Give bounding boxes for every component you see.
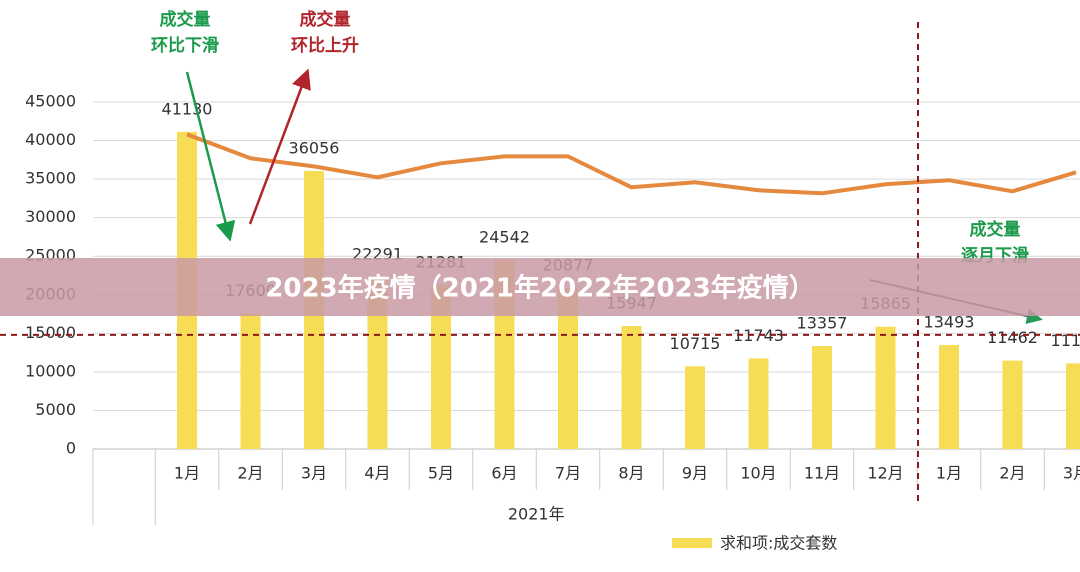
annotation: 环比下滑	[151, 35, 219, 56]
bar	[1066, 363, 1080, 449]
bar	[812, 346, 832, 449]
bar	[240, 313, 261, 449]
line	[186, 132, 1077, 196]
y-tick-label: 5000	[35, 400, 76, 419]
data-label: 41130	[162, 99, 213, 118]
y-tick-label: 45000	[25, 92, 76, 111]
arrow	[248, 68, 311, 225]
data-label: 10715	[670, 334, 721, 353]
x-tick-label: 7月	[555, 464, 581, 483]
arrow	[185, 71, 236, 242]
annotation: 成交量	[300, 9, 351, 30]
annotation: 环比上升	[291, 35, 359, 56]
x-tick-label: 3月	[301, 464, 327, 483]
x-tick-label: 12月	[867, 464, 903, 483]
y-tick-label: 40000	[25, 130, 76, 149]
bar	[875, 326, 896, 449]
y-tick-label: 0	[66, 439, 76, 458]
x-tick-label: 5月	[428, 464, 454, 483]
x-tick-label: 2月	[237, 464, 263, 483]
bar	[367, 277, 388, 449]
annotation: 成交量	[160, 9, 211, 30]
bar	[748, 358, 769, 449]
x-tick-label: 6月	[491, 464, 517, 483]
x-tick-label: 1月	[936, 464, 962, 483]
data-label: 11743	[733, 326, 784, 345]
legend-label: 求和项:成交套数	[720, 534, 837, 553]
x-tick-label: 2月	[999, 464, 1025, 483]
banner	[0, 258, 1080, 316]
x-tick-label: 8月	[618, 464, 644, 483]
data-label: 13357	[797, 314, 848, 333]
banner-title: 2023年疫情（2021年2022年2023年疫情）	[265, 273, 814, 304]
x-tick-label: 1月	[174, 464, 200, 483]
x-tick-label: 9月	[682, 464, 708, 483]
bar	[939, 344, 959, 449]
legend-swatch	[672, 538, 712, 548]
bar	[1002, 360, 1023, 449]
group-label: 2021年	[508, 505, 565, 524]
y-tick-label: 10000	[25, 361, 76, 380]
y-tick-label: 35000	[25, 169, 76, 188]
data-label: 11100	[1051, 331, 1080, 350]
data-label: 24542	[479, 227, 530, 246]
bar	[621, 326, 642, 449]
bar	[558, 288, 578, 449]
bar	[431, 284, 451, 449]
data-label: 11462	[987, 328, 1038, 347]
annotation: 成交量	[970, 219, 1021, 240]
y-tick-label: 30000	[25, 207, 76, 226]
x-tick-label: 10月	[740, 464, 776, 483]
x-tick-label: 11月	[804, 464, 840, 483]
bar	[685, 366, 705, 449]
y-tick-label: 15000	[25, 323, 76, 342]
data-label: 36056	[289, 138, 340, 157]
x-tick-label: 4月	[364, 464, 390, 483]
data-label: 13493	[924, 312, 975, 331]
x-tick-label: 3月	[1063, 464, 1080, 483]
